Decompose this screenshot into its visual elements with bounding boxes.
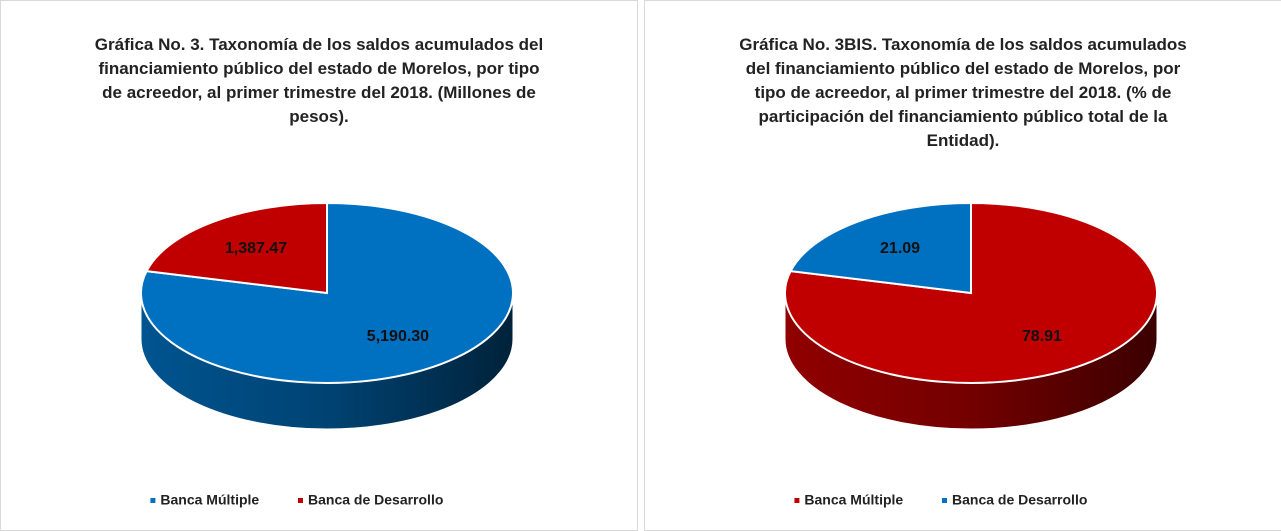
chart: 5,190.30 1,387.47 Banca Múltiple Banca de D… <box>140 201 514 508</box>
legend-swatch <box>794 498 800 503</box>
data-label: 78.91 <box>1022 328 1062 345</box>
chart-panel: 78.91 21.09 Banca Múltiple Banca de Desarro… <box>644 0 1281 531</box>
chart-title: Gráfica No. 3. Taxonomía de los saldos a… <box>94 35 544 126</box>
legend-label: Banca Múltiple <box>160 492 259 508</box>
legend-label: Banca de Desarrollo <box>952 492 1087 508</box>
legend-label: Banca de Desarrollo <box>308 492 443 508</box>
data-label: 5,190.30 <box>367 328 429 345</box>
legend-swatch <box>942 498 947 503</box>
chart-panel: 5,190.30 1,387.47 Banca Múltiple Banca de D… <box>0 0 638 531</box>
data-label: 21.09 <box>880 240 920 257</box>
data-label: 1,387.47 <box>225 240 287 257</box>
legend-swatch <box>150 498 156 503</box>
pie-slice <box>789 201 972 295</box>
legend-label: Banca Múltiple <box>804 492 903 508</box>
legend-swatch <box>298 498 303 503</box>
chart: 78.91 21.09 Banca Múltiple Banca de Desarro… <box>784 201 1158 508</box>
chart-title: Gráfica No. 3BIS. Taxonomía de los saldo… <box>739 35 1187 150</box>
pie-slice <box>145 201 328 295</box>
pie-slice <box>140 201 514 384</box>
